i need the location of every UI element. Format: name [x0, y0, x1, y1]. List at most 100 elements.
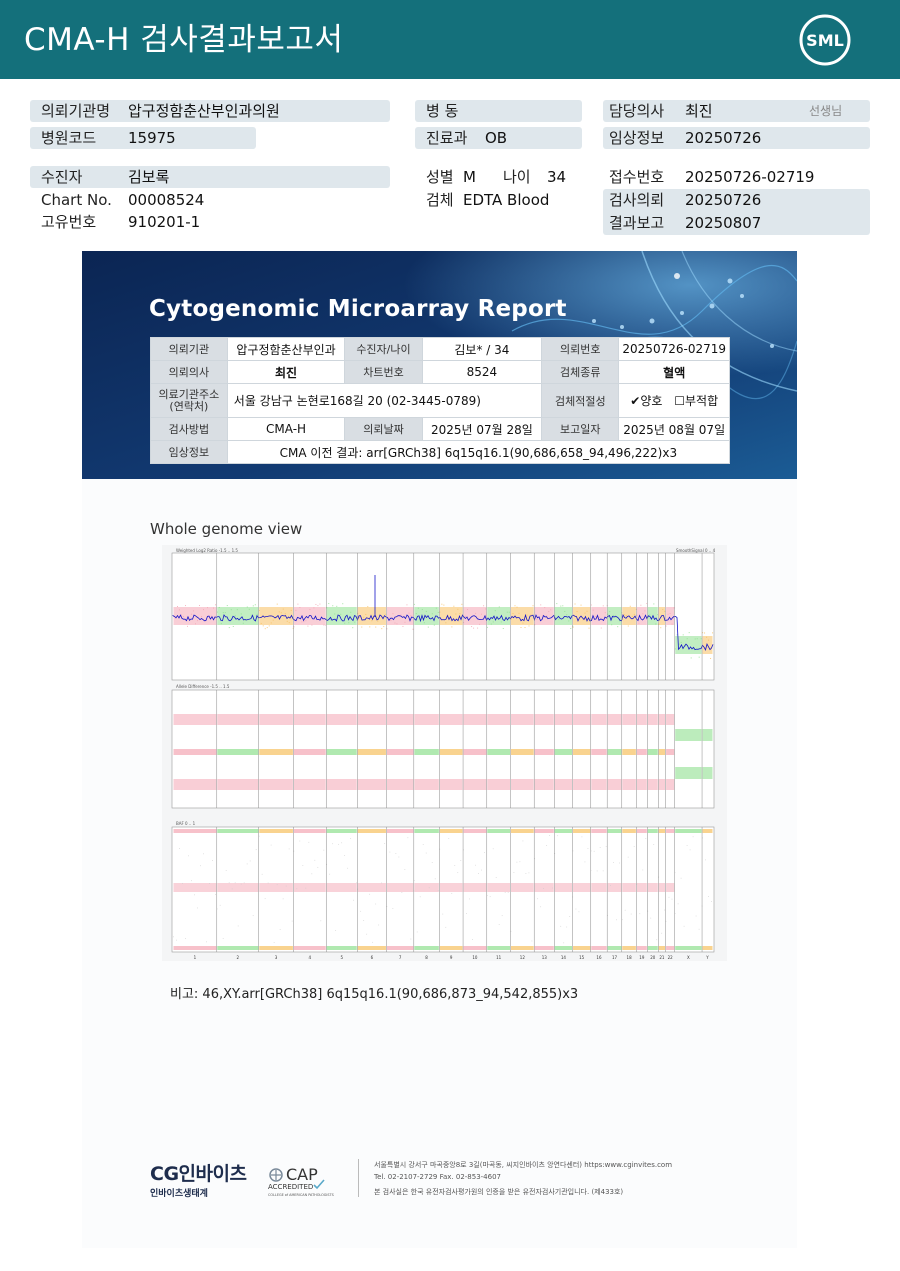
allele-band [591, 749, 607, 755]
baf-noise [185, 938, 186, 940]
baf-noise [581, 836, 583, 838]
log2-dot [552, 616, 554, 618]
allele-band [293, 714, 326, 725]
baf-noise [182, 882, 183, 884]
log2-dot [303, 621, 305, 623]
log2-dot [262, 625, 264, 627]
chromosome-label: Y [705, 955, 709, 960]
log2-dot [342, 603, 344, 605]
log2-dot [330, 619, 332, 621]
baf-noise [616, 919, 617, 921]
log2-dot [435, 607, 437, 609]
chromosome-label: 7 [399, 955, 402, 960]
log2-dot [317, 605, 319, 607]
log2-dot [698, 656, 700, 658]
baf-band [217, 946, 259, 950]
info-row-1: 의뢰기관 압구정함춘산부인과 수진자/나이 김보* / 34 의뢰번호 2025… [150, 337, 730, 361]
log2-dot [660, 627, 662, 629]
log2-dot [258, 610, 260, 612]
request-org-row: 의뢰기관명 압구정함춘산부인과의원 [30, 100, 390, 122]
log2-dot [662, 608, 664, 610]
bad-label: 부적합 [685, 394, 719, 408]
baf-band [658, 829, 666, 833]
specimen-adequacy: ✔양호 ☐부적합 [618, 383, 730, 418]
allele-band [326, 749, 357, 755]
baf-noise [252, 915, 254, 917]
logo-text: SML [806, 31, 844, 50]
clinical-row: 임상정보 20250726 [603, 127, 870, 149]
log2-dot [598, 616, 600, 618]
log2-dot [218, 606, 220, 608]
baf-band [259, 883, 293, 892]
baf-noise [695, 915, 697, 917]
baf-noise [246, 863, 248, 865]
baf-noise [378, 924, 380, 926]
log2-dot [406, 604, 408, 606]
log2-dot [224, 612, 226, 614]
log2-dot [311, 624, 313, 626]
log2-dot [494, 610, 496, 612]
allele-band [591, 714, 607, 725]
baf-noise [350, 838, 352, 839]
baf-band [666, 883, 675, 892]
allele-band [414, 749, 439, 755]
baf-noise [602, 870, 604, 872]
log2-dot [546, 615, 548, 617]
cell-label: 의뢰기관 [150, 337, 228, 361]
baf-noise [481, 869, 482, 871]
baf-noise [293, 850, 295, 852]
log2-dot [250, 614, 252, 616]
log2-dot [433, 624, 435, 626]
ok-label: 양호 [640, 394, 663, 408]
baf-noise [344, 855, 346, 856]
specimen-label: 검체 [426, 191, 454, 209]
log2-dot [187, 625, 188, 627]
log2-dot [602, 605, 604, 607]
baf-noise [216, 908, 218, 910]
id-value: 910201-1 [128, 213, 201, 231]
log2-dot [692, 648, 694, 650]
page-title: CMA-H 검사결과보고서 [24, 22, 344, 58]
baf-noise [279, 929, 281, 931]
cap-text: CAP [286, 1165, 318, 1184]
panel-log2-label: Weighted Log2 Ratio -1.5 .. 1.5 [176, 548, 238, 553]
baf-noise [528, 872, 530, 874]
log2-dot [477, 627, 479, 629]
allele-band [439, 749, 463, 755]
log2-dot [510, 618, 512, 620]
allele-band [702, 767, 713, 779]
footer-divider [358, 1159, 359, 1197]
log2-dot [226, 605, 228, 607]
log2-dot [185, 605, 186, 607]
allele-band [173, 779, 217, 790]
baf-noise [353, 899, 355, 901]
log2-dot [631, 615, 633, 617]
log2-band [439, 607, 463, 625]
baf-noise [386, 906, 388, 907]
baf-noise [469, 898, 470, 900]
baf-noise [357, 888, 359, 890]
log2-dot [540, 604, 542, 606]
allele-band [607, 714, 622, 725]
log2-dot [688, 632, 690, 634]
allele-band [326, 714, 357, 725]
baf-noise [291, 920, 293, 922]
baf-noise [599, 847, 601, 848]
baf-noise [531, 940, 533, 942]
allele-band [217, 749, 259, 755]
baf-band [534, 946, 554, 950]
log2-dot [254, 604, 256, 606]
log2-dot [431, 613, 433, 615]
baf-noise [645, 838, 647, 839]
sex-value: M [463, 168, 476, 186]
doctor-suffix: 선생님 [809, 104, 843, 118]
allele-band [173, 714, 217, 725]
baf-band [386, 946, 414, 950]
log2-dot [538, 617, 540, 619]
log2-dot [686, 638, 688, 640]
baf-band [591, 946, 607, 950]
baf-noise [457, 872, 459, 874]
baf-noise [566, 926, 568, 928]
log2-dot [357, 612, 359, 614]
footer: CG인바이츠 인바이츠생태계 CAP ACCREDITED COLLEGE of… [150, 1157, 710, 1201]
